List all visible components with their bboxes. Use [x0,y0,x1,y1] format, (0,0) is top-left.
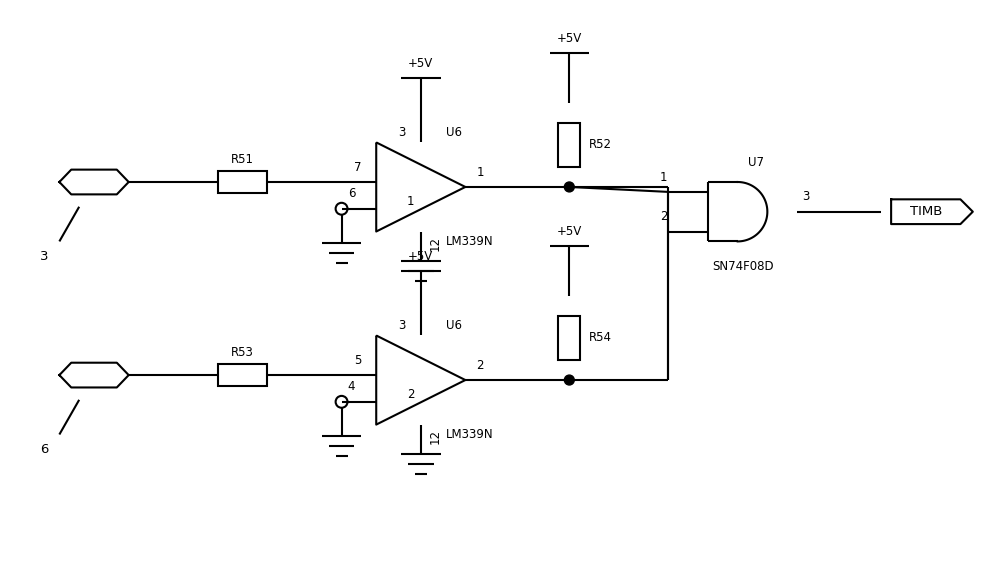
Text: R54: R54 [589,332,612,345]
Text: 3: 3 [802,190,809,203]
Text: 3: 3 [40,250,49,263]
Text: 1: 1 [476,166,484,179]
Text: 5: 5 [354,354,361,367]
Text: U6: U6 [446,126,462,139]
Text: 6: 6 [40,443,49,456]
Text: 2: 2 [407,388,415,401]
Text: LM339N: LM339N [446,428,493,441]
Text: 3: 3 [399,126,406,139]
Text: 1: 1 [660,170,667,183]
Text: 3: 3 [399,319,406,332]
Circle shape [564,182,574,192]
Bar [218,364,267,386]
Circle shape [564,375,574,385]
Text: LM339N: LM339N [446,235,493,248]
Text: TIMB: TIMB [910,205,942,218]
Text: SN74F08D: SN74F08D [712,260,773,273]
Bar [558,123,580,167]
Text: 12: 12 [429,429,442,444]
Text: +5V: +5V [557,32,582,45]
Text: R53: R53 [231,346,254,359]
Text: R51: R51 [231,153,254,166]
Text: 6: 6 [348,187,355,200]
Bar [218,171,267,193]
Text: 1: 1 [407,195,415,208]
Text: 2: 2 [660,210,667,223]
Text: 12: 12 [429,236,442,251]
Text: R52: R52 [589,138,612,151]
Text: +5V: +5V [557,225,582,238]
Text: U6: U6 [446,319,462,332]
Text: +5V: +5V [408,250,433,263]
Text: 7: 7 [354,161,361,174]
Text: +5V: +5V [408,57,433,70]
Text: 4: 4 [348,380,355,393]
Text: 2: 2 [476,359,484,372]
Bar [558,316,580,360]
Text: U7: U7 [748,156,764,169]
